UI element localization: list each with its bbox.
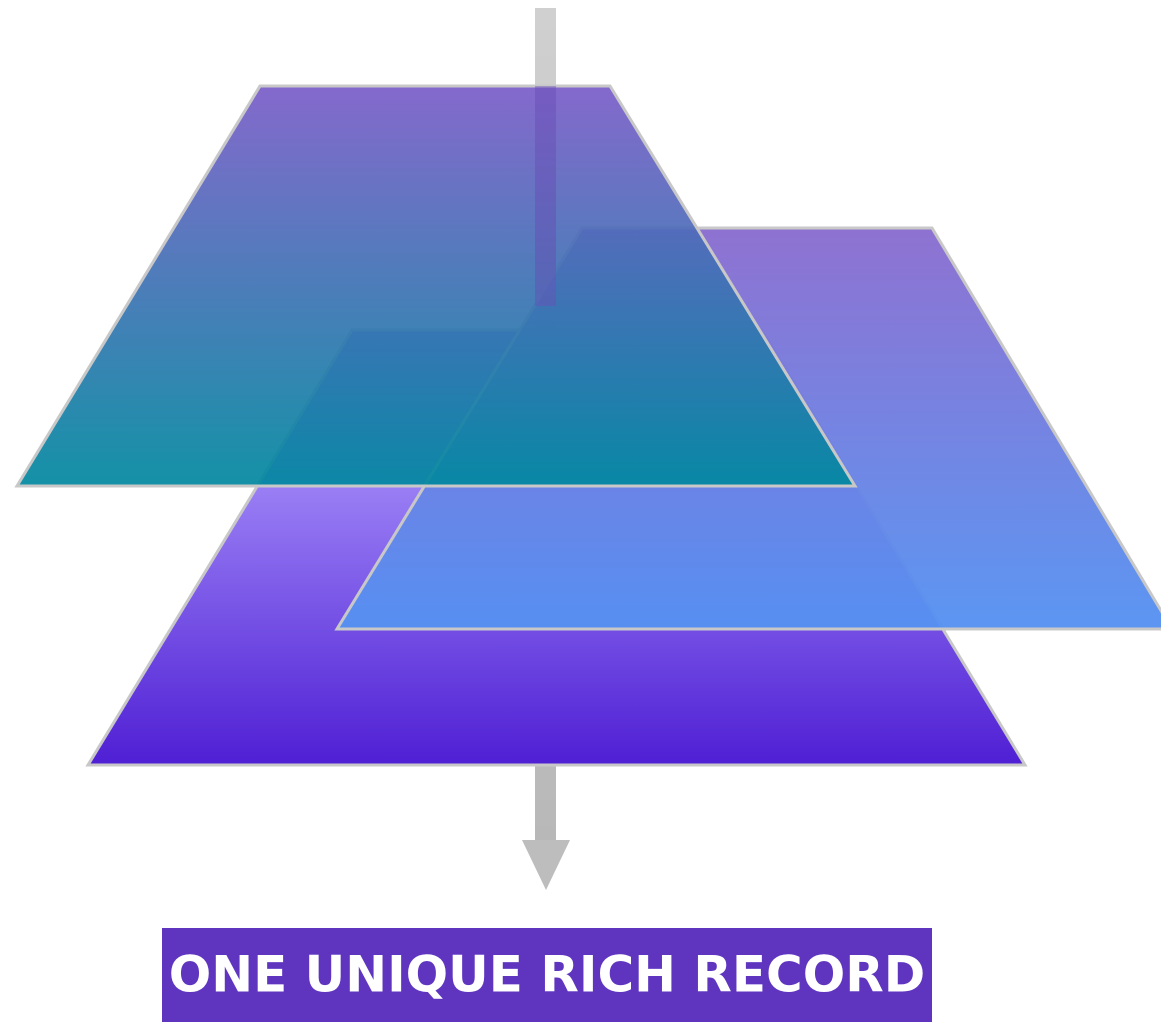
layer-top (17, 86, 855, 486)
page: ONE UNIQUE RICH RECORD (() => { const da… (0, 0, 1161, 1022)
label: ONE UNIQUE RICH RECORD (169, 946, 926, 1004)
diagram: ONE UNIQUE RICH RECORD (0, 0, 1161, 1022)
arrow-head (522, 840, 570, 890)
arrow-shaft-overlay (535, 86, 556, 306)
